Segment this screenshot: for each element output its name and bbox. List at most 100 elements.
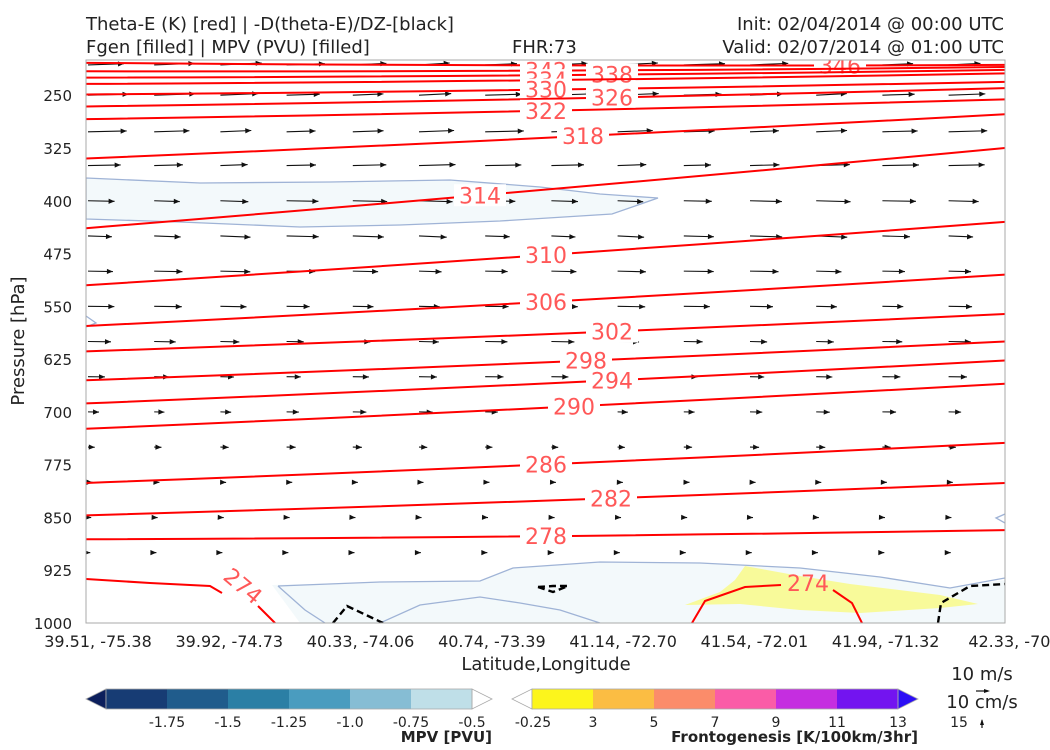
wind-arrowhead — [1045, 61, 1050, 66]
wind-arrowhead — [1013, 480, 1019, 485]
contour-label-bg — [520, 243, 572, 266]
wind-arrowhead — [105, 233, 112, 240]
y-tick-label: 250 — [43, 87, 72, 105]
wind-arrowhead — [679, 550, 686, 556]
wind-arrowhead — [880, 479, 887, 485]
colorbar-swatch — [106, 689, 168, 709]
wind-arrowhead — [362, 374, 369, 380]
wind-arrowhead — [515, 162, 522, 168]
contour-label: 294 — [591, 369, 633, 394]
wind-arrowhead — [414, 550, 421, 556]
colorbar-extend — [85, 688, 107, 710]
theta-e-contour — [86, 146, 1005, 230]
theta-e-contour — [86, 340, 1005, 382]
theta-e-contour — [86, 113, 1005, 160]
y-axis-label: Pressure [hPa] — [8, 276, 29, 405]
wind-arrowhead — [283, 514, 290, 520]
wind-arrowhead — [898, 268, 905, 275]
wind-arrowhead — [435, 268, 442, 275]
wind-arrowhead — [772, 128, 779, 134]
x-tick-label: 40.74, -73.39 — [438, 632, 546, 651]
wind-arrowhead — [753, 444, 760, 450]
wind-arrowhead — [773, 162, 780, 168]
wind-arrowhead — [966, 304, 973, 310]
wind-arrowhead — [289, 444, 296, 450]
wind-arrowhead — [812, 514, 819, 520]
x-tick-label: 41.14, -72.70 — [569, 632, 677, 651]
y-tick-label: 925 — [43, 562, 72, 580]
contour-label: 310 — [525, 244, 567, 269]
theta-e-contour — [86, 313, 1005, 353]
wind-arrowhead — [979, 91, 986, 97]
wind-arrowhead — [241, 162, 248, 168]
wind-arrowhead — [912, 162, 919, 168]
wind-arrowhead — [120, 128, 127, 134]
wind-arrowhead — [222, 444, 229, 450]
theta-e-contour-274 — [832, 589, 863, 623]
contour-label-bg — [548, 395, 600, 418]
contour-label: 302 — [591, 320, 633, 345]
x-tick-label: 41.94, -71.32 — [832, 632, 940, 651]
wind-arrowhead — [417, 479, 424, 485]
y-tick-label: 475 — [43, 246, 72, 264]
theta-e-contour — [86, 481, 1005, 517]
mpv-edge-lower — [379, 596, 601, 623]
wind-arrowhead — [225, 409, 232, 415]
wind-arrowhead — [151, 514, 158, 520]
contour-label-bg — [454, 184, 506, 207]
wind-arrowhead — [104, 339, 111, 345]
wind-arrowhead — [844, 198, 851, 205]
wind-arrowhead — [380, 162, 387, 168]
colorbar-swatch — [228, 689, 290, 709]
wind-arrowhead — [552, 444, 559, 450]
wind-arrowhead — [176, 268, 183, 275]
colorbar-tick-label: 3 — [589, 715, 598, 731]
colorbar-swatch — [654, 689, 716, 709]
wind-arrowhead — [176, 162, 183, 168]
contour-label: 318 — [562, 125, 604, 150]
wind-arrowhead — [158, 409, 165, 415]
wind-arrowhead — [303, 303, 310, 310]
contour-label-bg — [520, 78, 572, 101]
wind-arrowhead — [1035, 199, 1041, 204]
wind-arrowhead — [1033, 234, 1039, 239]
wind-arrowhead — [294, 374, 301, 380]
wind-arrowhead — [707, 268, 714, 275]
wind-arrowhead — [686, 444, 693, 450]
wind-arrowhead — [501, 339, 508, 345]
colorbar-swatch — [715, 689, 777, 709]
wind-arrowhead — [908, 91, 915, 97]
colorbar-swatch — [593, 689, 655, 709]
wind-arrowhead — [955, 409, 962, 415]
contour-label-bg — [586, 369, 638, 392]
wind-arrowhead — [114, 162, 121, 168]
wind-arrowhead — [570, 268, 577, 275]
wind-arrowhead — [367, 303, 374, 310]
title-line-1: Theta-E (K) [red] | -D(theta-E)/DZ-[blac… — [86, 14, 454, 35]
wind-arrowhead — [613, 550, 620, 556]
wind-arrowhead — [244, 269, 251, 275]
contour-label: 286 — [525, 453, 567, 478]
wind-arrowhead — [282, 550, 289, 556]
wind-arrowhead — [445, 91, 452, 97]
wind-vector — [1015, 94, 1050, 96]
wind-key-horizontal-arrow — [984, 689, 990, 693]
x-tick-label: 41.54, -72.01 — [701, 632, 809, 651]
wind-arrowhead — [681, 514, 688, 520]
wind-arrowhead — [517, 128, 524, 134]
colorbar-swatch — [837, 689, 899, 709]
wind-arrowhead — [483, 479, 490, 485]
contour-label-bg — [560, 349, 612, 372]
contour-label-bg — [520, 99, 572, 122]
wind-arrowhead — [1020, 409, 1026, 414]
colorbar-swatch — [167, 689, 229, 709]
mpv-region-upper — [86, 177, 659, 228]
wind-arrowhead — [312, 198, 319, 204]
wind-arrowhead — [811, 550, 818, 556]
wind-arrowhead — [911, 128, 918, 134]
contour-label-bg — [585, 487, 637, 510]
theta-e-contour-274 — [691, 584, 782, 623]
wind-vector — [485, 130, 524, 133]
y-tick-label: 1000 — [34, 615, 72, 633]
